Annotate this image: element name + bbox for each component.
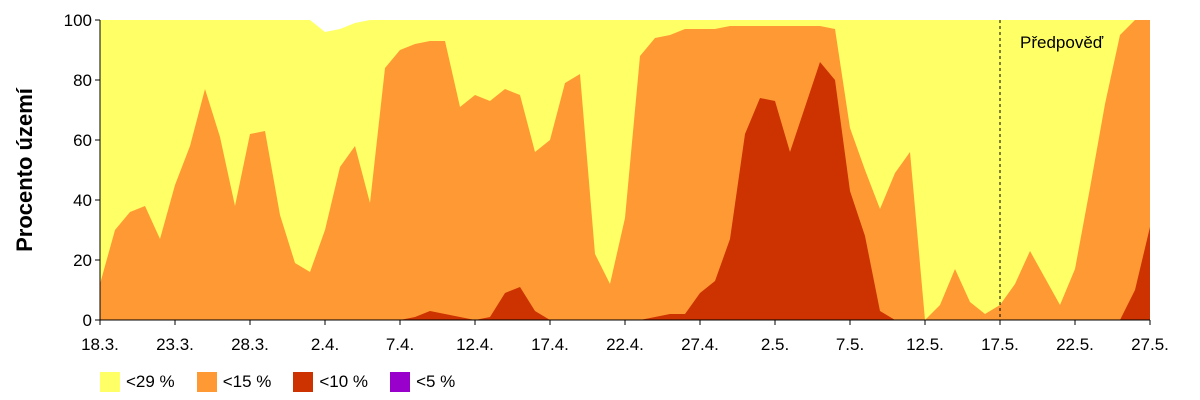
y-tick-label: 60: [73, 131, 92, 150]
y-tick-label: 80: [73, 71, 92, 90]
y-tick-label: 40: [73, 191, 92, 210]
legend-item-29: <29 %: [100, 372, 175, 392]
legend-label-5: <5 %: [416, 372, 456, 391]
x-tick-label: 12.4.: [456, 335, 494, 354]
y-axis-label: Procento území: [12, 87, 37, 252]
x-tick-label: 7.5.: [836, 335, 864, 354]
area-series-2: [100, 20, 1150, 320]
legend-item-5: <5 %: [390, 372, 455, 392]
legend-label-10: <10 %: [319, 372, 369, 391]
plot-areas: [100, 20, 1150, 320]
legend-item-15: <15 %: [196, 372, 272, 392]
y-tick-label: 20: [73, 251, 92, 270]
x-tick-label: 23.3.: [156, 335, 194, 354]
x-tick-label: 2.5.: [761, 335, 789, 354]
area-chart: 0 20 40 60 80 100 18.3. 23.3. 28.3. 2.4. 7.4. 12.4.…: [12, 11, 1169, 354]
x-tick-label: 7.4.: [386, 335, 414, 354]
legend-swatch-15: [196, 372, 217, 392]
x-tick-label: 17.5.: [981, 335, 1019, 354]
legend-item-10: <10 %: [293, 372, 368, 392]
x-tick-label: 2.4.: [311, 335, 339, 354]
forecast-label: Předpověď: [1020, 33, 1104, 52]
x-tick-label: 27.5.: [1131, 335, 1169, 354]
x-tick-label: 27.4.: [681, 335, 719, 354]
x-tick-label: 22.5.: [1056, 335, 1094, 354]
legend-label-15: <15 %: [222, 372, 272, 391]
x-tick-label: 22.4.: [606, 335, 644, 354]
x-tick-label: 28.3.: [231, 335, 269, 354]
x-tick-label: 18.3.: [81, 335, 119, 354]
legend: <29 % <15 % <10 % <5 %: [100, 372, 477, 392]
legend-swatch-29: [100, 372, 120, 392]
legend-swatch-10: [293, 372, 314, 392]
tick-labels: 0 20 40 60 80 100 18.3. 23.3. 28.3. 2.4. 7.4. 12.4.…: [64, 11, 1169, 354]
legend-swatch-5: [390, 372, 411, 392]
y-tick-label: 100: [64, 11, 92, 30]
x-tick-label: 17.4.: [531, 335, 569, 354]
y-tick-label: 0: [83, 311, 92, 330]
x-tick-label: 12.5.: [906, 335, 944, 354]
legend-label-29: <29 %: [126, 372, 175, 391]
